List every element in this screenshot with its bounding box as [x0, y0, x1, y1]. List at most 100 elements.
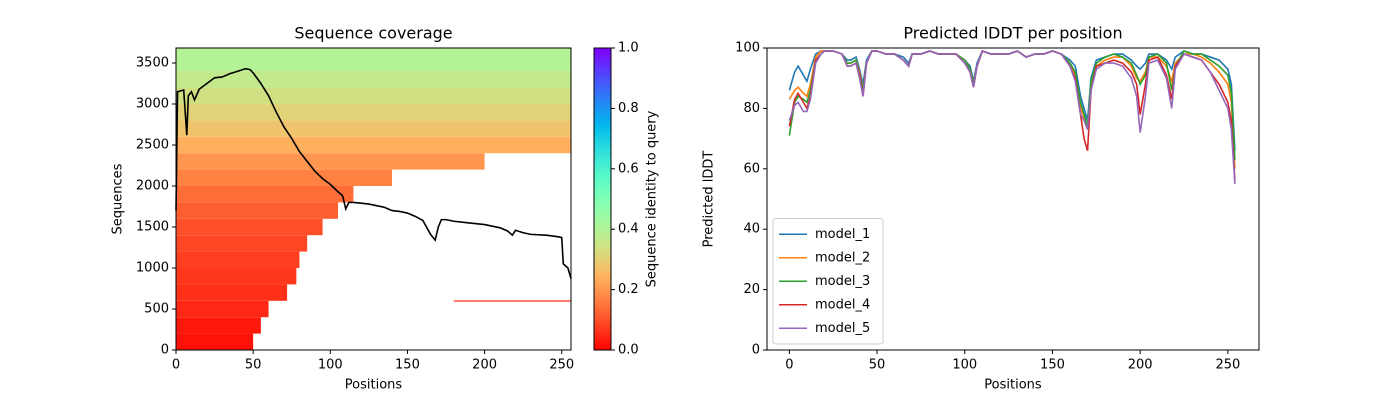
colorbar-segment — [594, 159, 611, 164]
colorbar-segment — [594, 235, 611, 239]
colorbar-segment — [594, 54, 611, 58]
colorbar-segment — [594, 211, 611, 215]
colorbar-segment — [594, 274, 611, 279]
colorbar-segment — [594, 117, 611, 121]
coverage-band — [176, 251, 300, 269]
colorbar-segment — [594, 165, 611, 170]
legend-label: model_2 — [815, 250, 870, 265]
colorbar-segment — [594, 229, 611, 233]
y-tick-label: 1500 — [136, 220, 169, 235]
colorbar-segment — [594, 123, 611, 128]
y-tick-label: 0 — [161, 343, 169, 358]
colorbar-segment — [594, 144, 611, 149]
colorbar-segment — [594, 129, 611, 134]
coverage-band — [176, 186, 354, 203]
colorbar-segment — [594, 183, 611, 188]
colorbar-segment — [594, 325, 611, 330]
x-tick-label: 100 — [952, 358, 977, 373]
colorbar-segment — [594, 301, 611, 306]
coverage-band — [176, 71, 571, 88]
coverage-band — [453, 300, 571, 302]
colorbar-segment — [594, 102, 611, 106]
coverage-band — [176, 48, 571, 72]
chart-title: Sequence coverage — [294, 24, 452, 43]
colorbar-segment — [594, 132, 611, 137]
colorbar-segment — [594, 283, 611, 288]
colorbar-frame — [593, 47, 612, 351]
colorbar-segment — [594, 232, 611, 236]
colorbar-segment — [594, 81, 611, 85]
x-tick-label: 0 — [172, 358, 180, 373]
colorbar-segment — [594, 328, 611, 333]
coverage-band — [176, 300, 269, 318]
y-tick-label: 60 — [743, 161, 760, 176]
x-tick-label: 250 — [549, 358, 574, 373]
colorbar-segment — [594, 205, 611, 209]
colorbar-segment — [594, 310, 611, 315]
y-axis-label: Predicted lDDT — [702, 151, 717, 248]
y-tick-label: 100 — [735, 41, 760, 56]
y-tick-label: 2500 — [136, 138, 169, 153]
colorbar-segment — [594, 93, 611, 97]
coverage-band — [176, 284, 288, 301]
colorbar-segment — [594, 319, 611, 324]
colorbar-segment — [594, 99, 611, 103]
coverage-band — [176, 202, 339, 219]
y-tick-label: 40 — [743, 222, 760, 237]
coverage-band — [176, 153, 485, 170]
y-tick-label: 80 — [743, 101, 760, 116]
colorbar-segment — [594, 135, 611, 140]
x-axis-label: Positions — [345, 378, 403, 393]
coverage-band — [176, 333, 254, 350]
colorbar-segment — [594, 295, 611, 300]
colorbar-segment — [594, 259, 611, 263]
y-tick-label: 1000 — [136, 261, 169, 276]
colorbar-segment — [594, 271, 611, 275]
colorbar-tick-label: 0.8 — [618, 101, 639, 116]
coverage-band — [176, 268, 297, 285]
colorbar-segment — [594, 256, 611, 260]
colorbar-segment — [594, 51, 611, 55]
colorbar-segment — [594, 60, 611, 64]
colorbar-segment — [594, 72, 611, 76]
colorbar-segment — [594, 286, 611, 291]
y-tick-label: 0 — [752, 343, 760, 358]
y-tick-label: 3000 — [136, 97, 169, 112]
colorbar-segment — [594, 208, 611, 212]
colorbar-tick-label: 0.4 — [618, 222, 639, 237]
colorbar-segment — [594, 90, 611, 94]
coverage-band — [176, 169, 393, 187]
colorbar-segment — [594, 105, 611, 109]
colorbar-segment — [594, 120, 611, 124]
legend-label: model_4 — [815, 297, 870, 312]
x-tick-label: 250 — [1215, 358, 1240, 373]
x-tick-label: 200 — [472, 358, 497, 373]
x-tick-label: 150 — [395, 358, 420, 373]
colorbar-segment — [594, 340, 611, 345]
colorbar-segment — [594, 78, 611, 82]
colorbar-segment — [594, 66, 611, 70]
coverage-line — [175, 67, 572, 279]
colorbar-segment — [594, 244, 611, 248]
y-tick-label: 20 — [743, 282, 760, 297]
colorbar-segment — [594, 75, 611, 79]
colorbar-segment — [594, 331, 611, 336]
colorbar-tick-label: 0.2 — [618, 282, 639, 297]
legend-label: model_3 — [815, 274, 870, 289]
x-tick-label: 50 — [245, 358, 262, 373]
coverage-band — [176, 218, 323, 236]
x-axis-label: Positions — [984, 378, 1042, 393]
coverage-band — [176, 104, 571, 121]
colorbar-segment — [594, 298, 611, 303]
colorbar-segment — [594, 189, 611, 194]
x-tick-label: 150 — [1040, 358, 1065, 373]
colorbar-segment — [594, 268, 611, 272]
colorbar-segment — [594, 214, 611, 218]
chart-title: Predicted lDDT per position — [903, 24, 1122, 43]
x-tick-label: 50 — [869, 358, 886, 373]
colorbar-tick-label: 0.6 — [618, 161, 639, 176]
colorbar-segment — [594, 156, 611, 161]
colorbar-segment — [594, 84, 611, 88]
colorbar-segment — [594, 304, 611, 309]
